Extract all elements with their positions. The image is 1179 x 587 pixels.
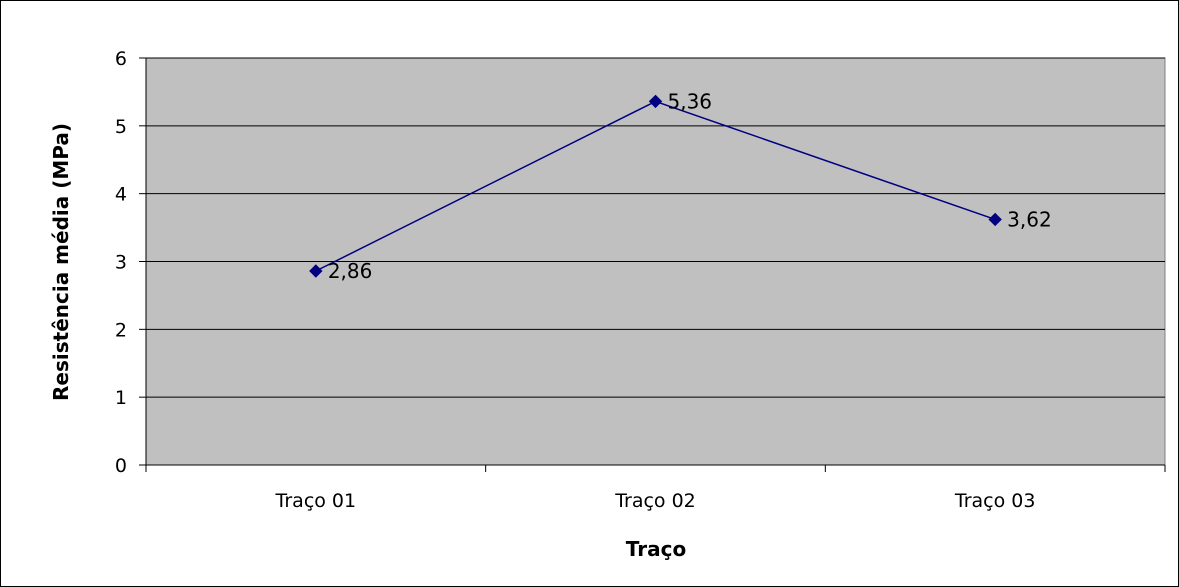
data-label: 2,86	[328, 259, 373, 283]
data-label: 5,36	[668, 89, 713, 113]
y-tick-label: 1	[115, 387, 127, 409]
x-axis-title: Traço	[626, 537, 686, 561]
y-tick-label: 5	[115, 116, 127, 138]
y-tick-label: 4	[115, 184, 127, 206]
data-labels: 2,86 5,36 3,62	[328, 89, 1052, 283]
x-category-label: Traço 01	[275, 490, 357, 512]
y-tick-label: 6	[115, 48, 127, 70]
x-category-label: Traço 02	[614, 490, 696, 512]
y-tick-label: 3	[115, 252, 127, 274]
x-category-labels: Traço 01 Traço 02 Traço 03	[275, 490, 1036, 512]
gridlines	[146, 57, 1165, 398]
y-tick-label: 2	[115, 319, 127, 341]
series-layer	[309, 94, 1002, 278]
y-axis-title: Resistência média (MPa)	[49, 123, 73, 401]
y-tick-labels: 0 1 2 3 4 5 6	[115, 48, 127, 477]
axes	[139, 57, 1166, 472]
data-label: 3,62	[1007, 207, 1052, 231]
y-tick-label: 0	[115, 455, 127, 477]
data-point-marker	[309, 264, 323, 278]
x-category-label: Traço 03	[954, 490, 1036, 512]
data-point-marker	[648, 94, 663, 109]
data-point-marker	[988, 212, 1002, 227]
